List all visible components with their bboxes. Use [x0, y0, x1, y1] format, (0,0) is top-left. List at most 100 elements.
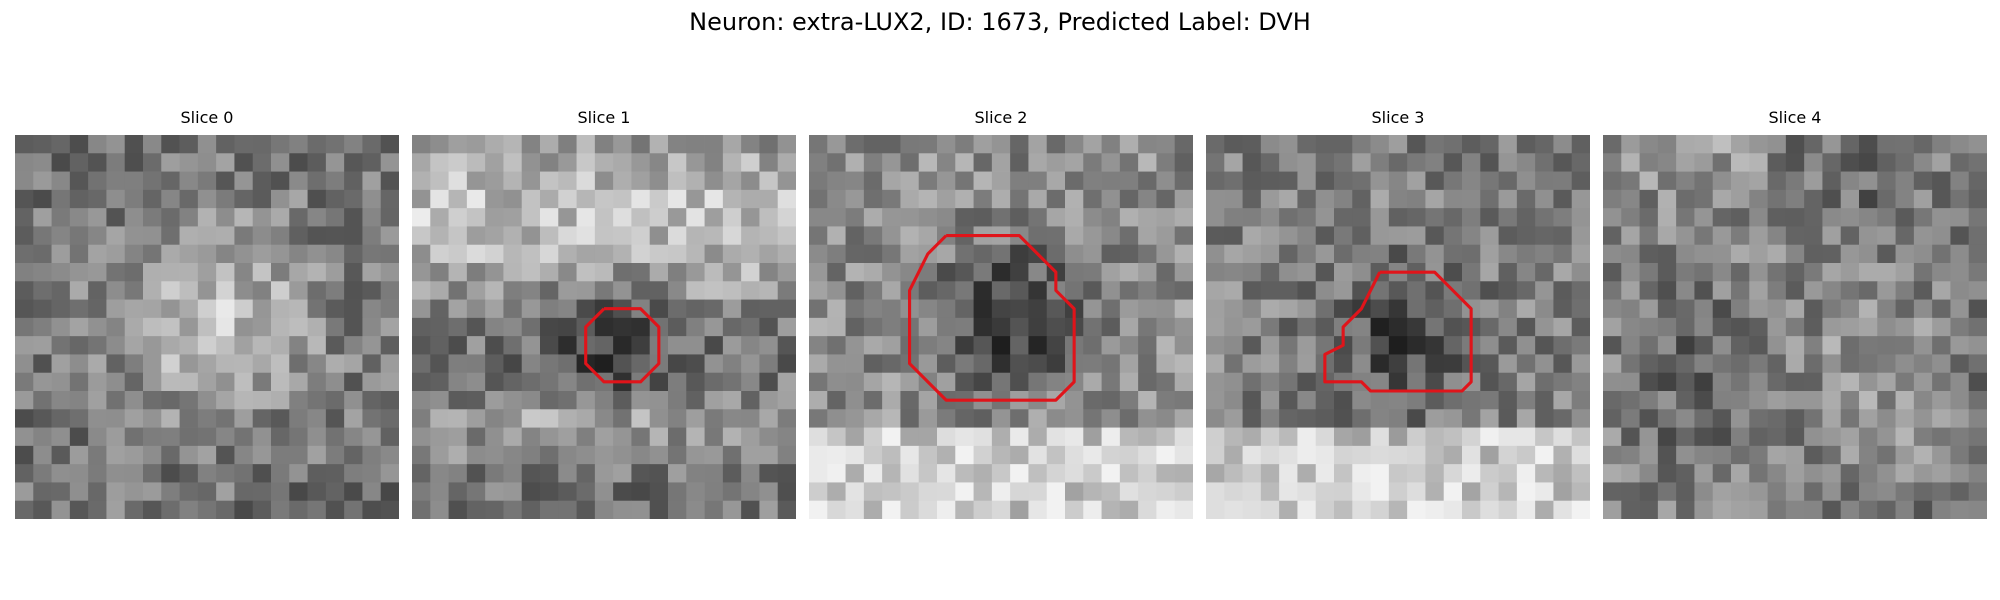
pixel: [1657, 135, 1677, 154]
pixel: [1553, 336, 1573, 355]
pixel: [362, 244, 382, 264]
pixel: [1603, 153, 1622, 172]
pixel: [759, 281, 779, 300]
pixel: [900, 427, 920, 447]
pixel: [1224, 281, 1243, 300]
pixel: [558, 445, 577, 465]
pixel: [1785, 372, 1805, 392]
pixel: [216, 171, 235, 191]
pixel: [668, 354, 687, 374]
pixel: [1407, 153, 1426, 172]
pixel: [1804, 409, 1823, 428]
pixel: [1785, 409, 1805, 428]
pixel: [594, 354, 614, 374]
pixel: [882, 391, 901, 410]
pixel: [900, 263, 920, 282]
pixel: [1028, 263, 1048, 282]
pixel: [252, 208, 272, 227]
pixel: [1877, 189, 1896, 209]
pixel: [197, 317, 217, 337]
pixel: [307, 427, 327, 447]
pixel: [1334, 281, 1353, 300]
pixel: [594, 263, 614, 282]
pixel: [1676, 226, 1695, 246]
pixel: [1174, 427, 1193, 447]
pixel: [918, 500, 938, 519]
pixel: [1352, 336, 1371, 355]
pixel: [1352, 244, 1371, 264]
pixel: [1407, 317, 1426, 337]
pixel: [1156, 464, 1176, 483]
pixel: [1603, 135, 1622, 154]
pixel: [430, 482, 449, 502]
pixel: [1206, 135, 1225, 154]
pixel: [1822, 354, 1842, 374]
pixel: [827, 135, 846, 154]
pixel: [973, 189, 993, 209]
pixel: [668, 464, 687, 483]
pixel: [1694, 281, 1714, 300]
pixel: [1101, 336, 1121, 355]
pixel: [1370, 391, 1390, 410]
pixel: [1895, 317, 1915, 337]
pixel: [234, 299, 254, 319]
pixel: [1206, 299, 1225, 319]
pixel: [1443, 336, 1463, 355]
pixel: [1156, 263, 1176, 282]
pixel: [863, 281, 883, 300]
pixel: [613, 135, 632, 154]
pixel: [1083, 391, 1102, 410]
pixel: [668, 281, 687, 300]
pixel: [613, 281, 632, 300]
pixel: [197, 482, 217, 502]
pixel: [1676, 464, 1695, 483]
pixel: [1138, 263, 1157, 282]
pixel: [1712, 299, 1732, 319]
pixel: [777, 135, 796, 154]
pixel: [1859, 336, 1878, 355]
pixel: [540, 372, 559, 392]
pixel: [307, 336, 327, 355]
pixel: [1694, 226, 1714, 246]
pixel: [1206, 171, 1225, 191]
pixel: [106, 354, 126, 374]
pixel: [845, 409, 865, 428]
pixel: [668, 263, 687, 282]
pixel: [33, 171, 52, 191]
pixel: [289, 281, 308, 300]
pixel: [448, 409, 468, 428]
pixel: [973, 281, 993, 300]
pixel: [448, 445, 468, 465]
pixel: [412, 317, 431, 337]
pixel: [686, 263, 705, 282]
pixel: [1498, 299, 1518, 319]
pixel: [430, 464, 449, 483]
pixel: [1694, 317, 1714, 337]
pixel: [1010, 372, 1029, 392]
pixel: [631, 281, 651, 300]
pixel: [576, 299, 596, 319]
pixel: [325, 208, 345, 227]
pixel: [1731, 427, 1750, 447]
pixel: [1156, 244, 1176, 264]
pixel: [1676, 354, 1695, 374]
pixel: [271, 409, 290, 428]
pixel: [466, 226, 486, 246]
pixel: [722, 244, 742, 264]
pixel: [1065, 391, 1084, 410]
pixel: [882, 226, 901, 246]
pixel: [252, 427, 272, 447]
pixel: [88, 427, 107, 447]
pixel: [827, 336, 846, 355]
pixel: [1498, 135, 1518, 154]
pixel: [1603, 263, 1622, 282]
pixel: [686, 171, 705, 191]
pixel: [1407, 299, 1426, 319]
pixel: [1785, 153, 1805, 172]
pixel: [216, 189, 235, 209]
pixel: [1370, 244, 1390, 264]
pixel: [1498, 372, 1518, 392]
pixel: [252, 281, 272, 300]
pixel: [1516, 189, 1536, 209]
pixel: [1242, 427, 1262, 447]
